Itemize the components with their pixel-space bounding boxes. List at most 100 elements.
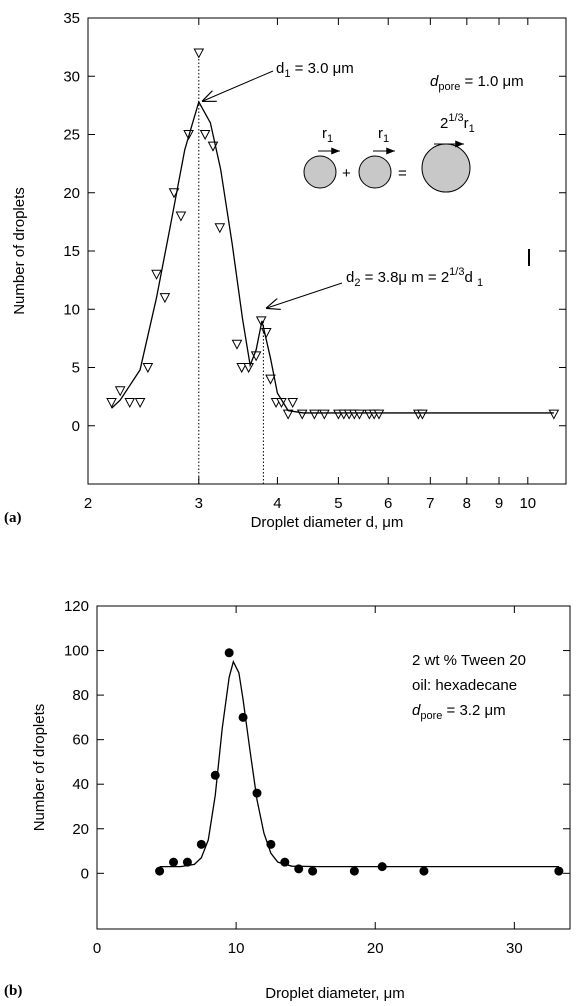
data-point	[134, 397, 146, 409]
annotation-part: = 1.0 μm	[460, 73, 523, 90]
data-point	[417, 409, 428, 420]
data-point	[236, 363, 248, 374]
annotation-part: r	[322, 125, 327, 142]
annotation-part: 1/3	[449, 266, 464, 278]
annotation-part: d	[464, 269, 477, 286]
annotation: dpore = 3.2 μm	[412, 702, 506, 722]
annotation: dpore = 1.0 μm	[430, 73, 524, 93]
arrow	[203, 70, 274, 101]
y-axis-label: Number of droplets	[11, 187, 28, 315]
fit-line	[159, 659, 559, 868]
data-point	[349, 866, 359, 876]
annotation-part: = 3.2 μm	[442, 702, 505, 719]
x-tick-label: 10	[228, 940, 245, 957]
x-axis-label: Droplet diameter d, μm	[251, 514, 404, 531]
y-tick-label: 100	[64, 643, 89, 660]
annotation-part: = 3.8μ m = 2	[360, 269, 449, 286]
annotation-part: d	[276, 60, 284, 77]
fit-line	[111, 100, 554, 414]
data-point	[155, 866, 165, 876]
annotation-part: 2	[440, 115, 448, 132]
y-tick-label: 40	[72, 776, 89, 793]
plot-frame	[96, 605, 571, 930]
annotation-part: 1	[327, 133, 333, 145]
annotation-part: =	[398, 165, 407, 182]
x-tick-label: 3	[195, 495, 203, 512]
data-point	[419, 866, 429, 876]
data-point	[214, 223, 226, 234]
panel-label: (a)	[4, 510, 22, 526]
data-point	[224, 648, 234, 658]
annotation-part: 1	[469, 123, 475, 135]
x-tick-label: 20	[367, 940, 384, 957]
annotation: d1 = 3.0 μm	[276, 60, 354, 80]
y-tick-label: 80	[72, 687, 89, 704]
annotation-part: 1/3	[448, 112, 463, 124]
annotation: +	[342, 165, 351, 182]
data-point	[319, 409, 330, 420]
droplet	[303, 155, 337, 189]
annotation-part: 1	[284, 68, 290, 80]
data-point	[199, 130, 211, 141]
data-point	[243, 363, 254, 374]
data-point	[265, 374, 276, 385]
data-point	[159, 293, 171, 304]
data-point	[175, 211, 187, 222]
data-point	[373, 409, 385, 420]
data-point	[142, 363, 154, 374]
data-point	[114, 386, 126, 397]
x-tick-label: 7	[426, 495, 434, 512]
annotation-part: 1	[383, 133, 389, 145]
y-tick-label: 5	[72, 360, 80, 377]
y-tick-label: 0	[81, 865, 89, 882]
annotation-part: pore	[420, 710, 442, 722]
y-axis-label: Number of droplets	[31, 704, 48, 832]
annotation-part: d	[412, 702, 421, 719]
y-tick-label: 20	[72, 821, 89, 838]
annotation: 21/3r1	[440, 112, 475, 135]
x-tick-label: 0	[93, 940, 101, 957]
y-tick-label: 60	[72, 732, 89, 749]
droplet	[358, 155, 392, 189]
annotation-part: oil: hexadecane	[412, 677, 517, 694]
arrow	[267, 282, 343, 308]
data-point	[196, 839, 206, 849]
data-point	[231, 339, 243, 350]
annotation-part: 1	[477, 277, 483, 289]
data-point	[309, 409, 320, 420]
annotation-part: pore	[438, 81, 460, 93]
annotation: =	[398, 165, 407, 182]
annotation-part: d	[346, 269, 354, 286]
y-tick-label: 0	[72, 418, 80, 435]
y-tick-label: 35	[63, 10, 80, 27]
annotation-part: d	[430, 73, 439, 90]
y-tick-label: 25	[63, 127, 80, 144]
y-tick-label: 20	[63, 185, 80, 202]
data-point	[182, 857, 192, 867]
x-tick-label: 30	[506, 940, 523, 957]
x-tick-label: 2	[84, 495, 92, 512]
annotation: r1	[378, 125, 389, 145]
annotation-part: 2 wt % Tween 20	[412, 652, 526, 669]
schematic	[203, 70, 530, 308]
annotation-part: +	[342, 165, 351, 182]
y-tick-label: 15	[63, 243, 80, 260]
x-tick-label: 5	[334, 495, 342, 512]
data-point	[287, 397, 299, 409]
annotation: d2 = 3.8μ m = 21/3d 1	[346, 266, 483, 289]
data-point	[210, 770, 220, 780]
data-point	[169, 857, 179, 867]
x-axis-label: Droplet diameter, μm	[265, 985, 405, 1002]
annotation-part: = 3.0 μm	[290, 60, 353, 77]
annotation: 2 wt % Tween 20	[412, 652, 526, 669]
annotation: r1	[322, 125, 333, 145]
x-tick-label: 4	[273, 495, 281, 512]
data-point	[255, 316, 267, 327]
data-point	[106, 397, 117, 409]
data-point	[554, 866, 564, 876]
y-tick-label: 10	[63, 301, 80, 318]
x-tick-label: 6	[384, 495, 392, 512]
panel-label: (b)	[4, 983, 22, 999]
y-tick-label: 120	[64, 598, 89, 615]
